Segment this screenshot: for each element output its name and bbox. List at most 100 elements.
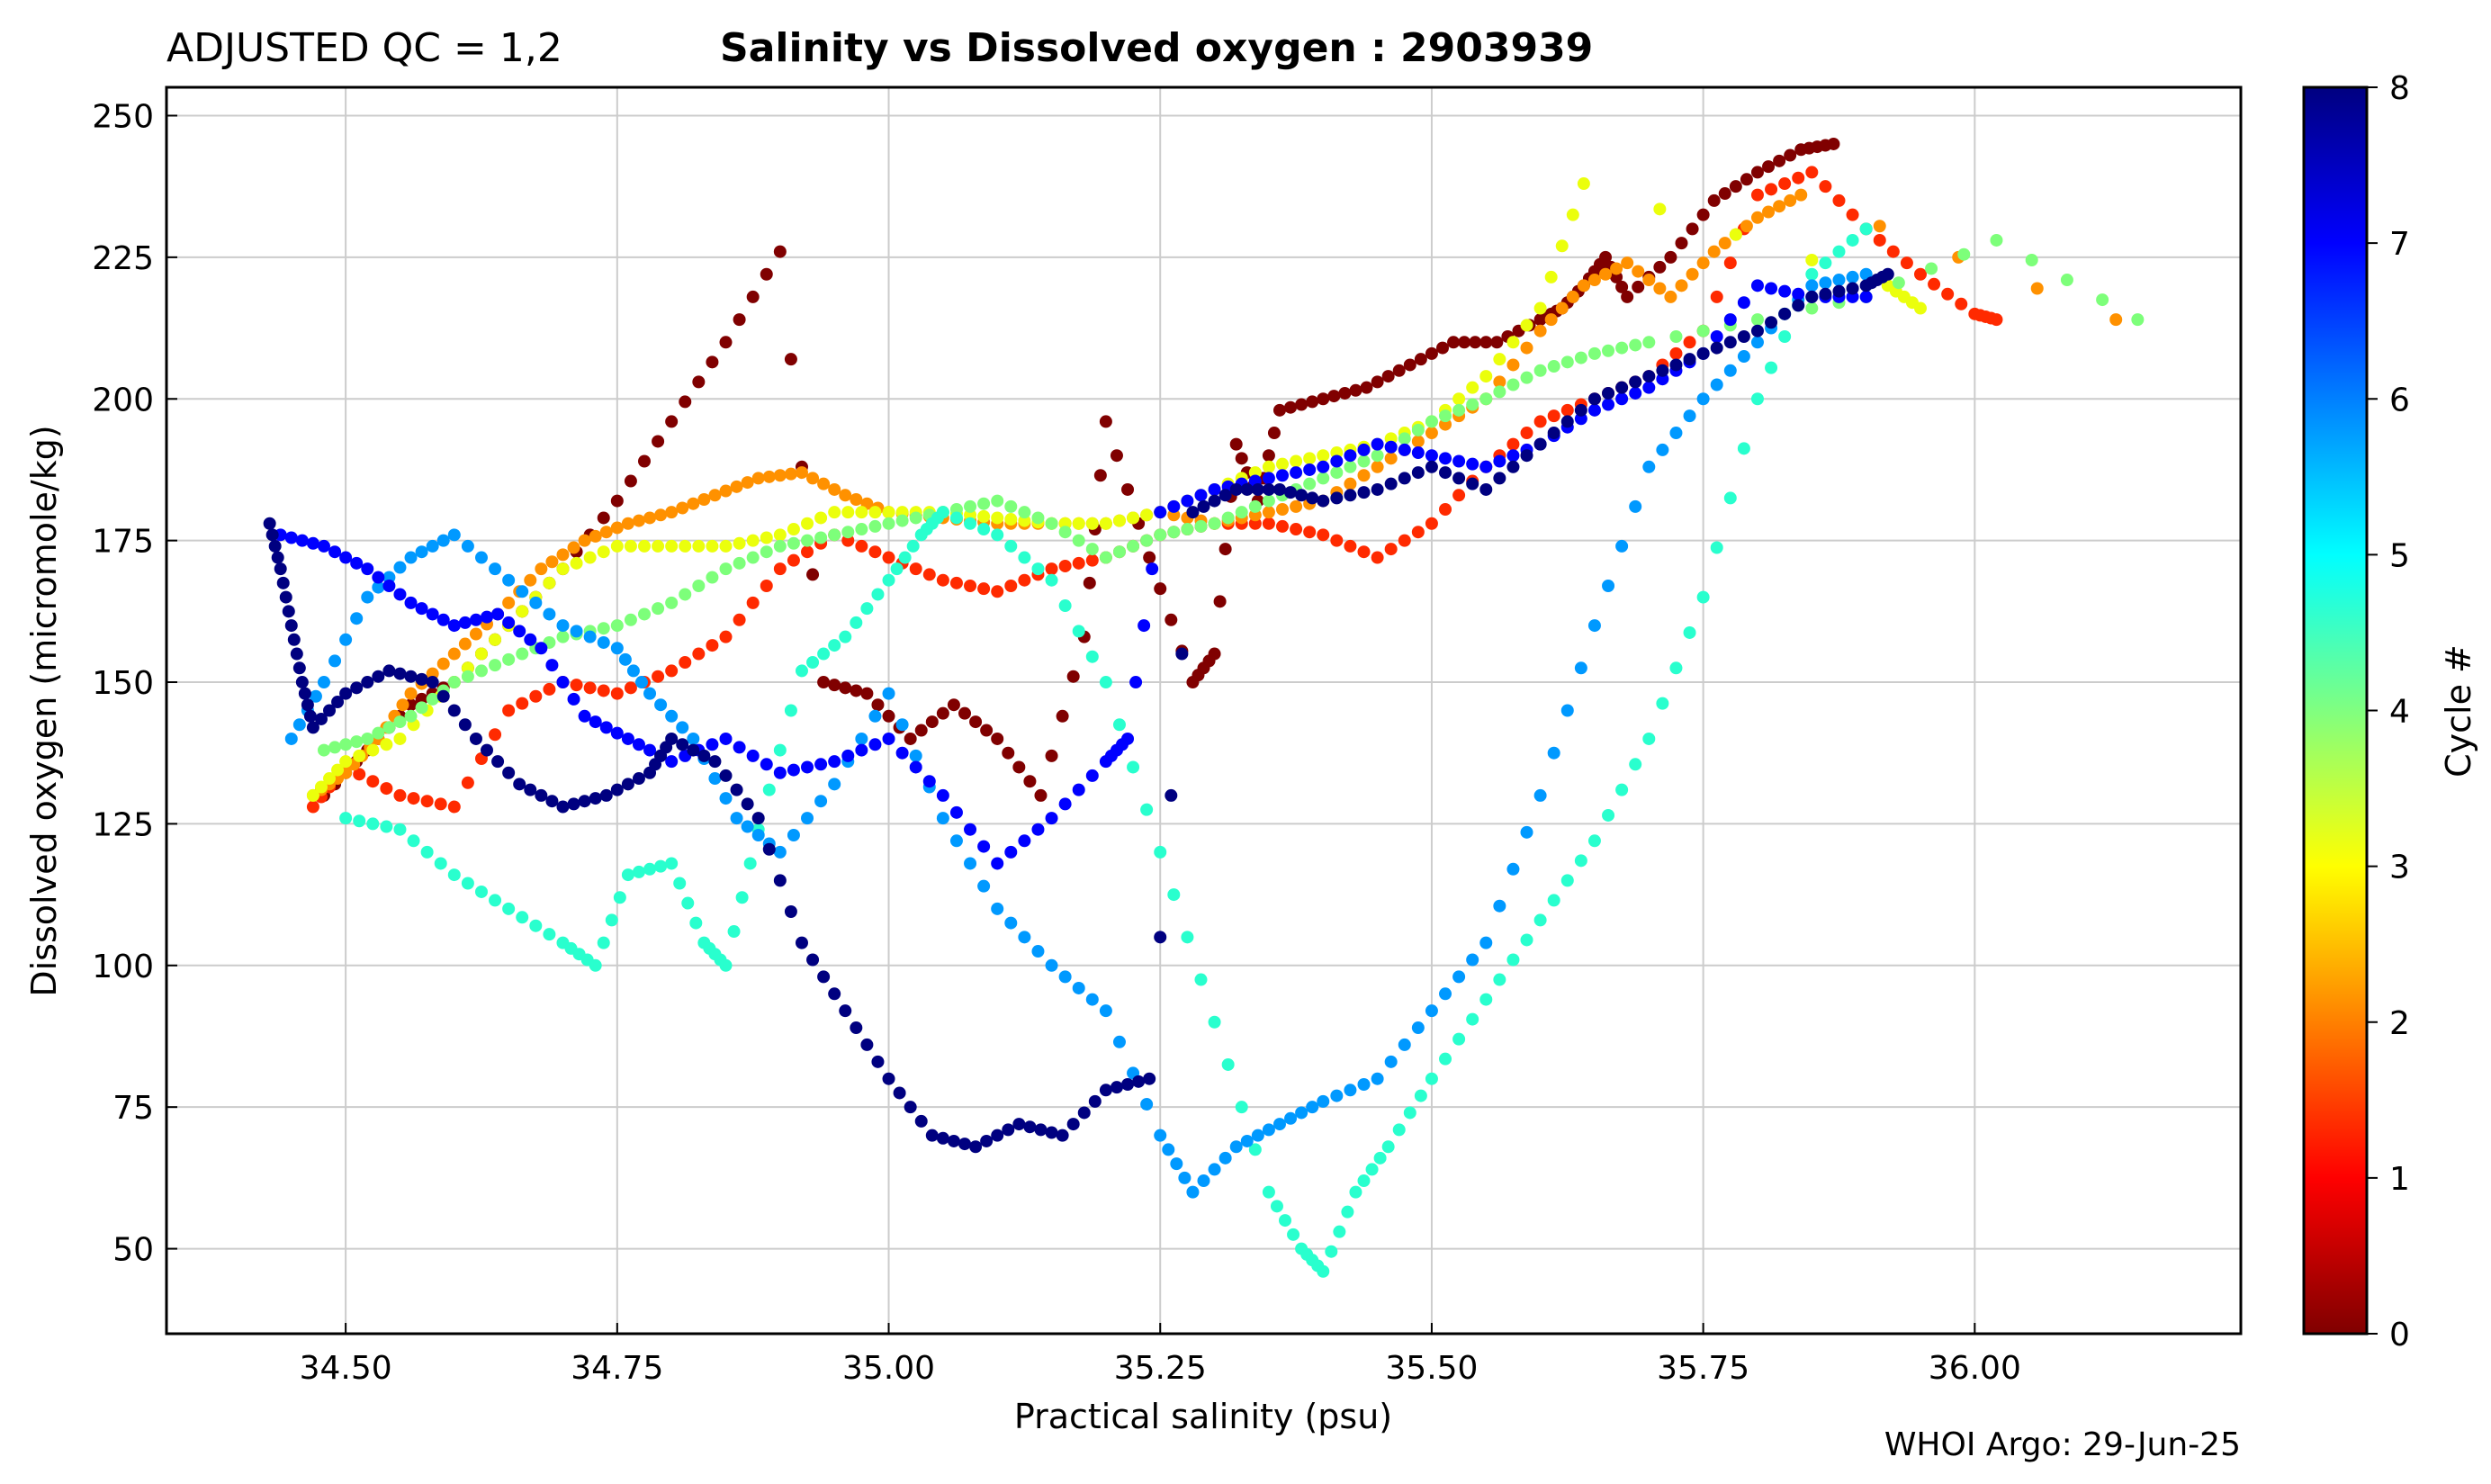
data-point <box>787 523 800 536</box>
data-point <box>871 698 885 712</box>
colorbar-tick-label: 1 <box>2389 1161 2410 1198</box>
data-point <box>760 267 773 281</box>
data-point <box>1493 472 1506 485</box>
data-point <box>306 536 319 550</box>
data-point <box>1669 346 1683 360</box>
data-point <box>1602 386 1615 400</box>
data-point <box>350 612 364 625</box>
data-point <box>372 580 385 594</box>
data-point <box>1213 595 1227 608</box>
data-point <box>1723 336 1737 349</box>
data-point <box>977 879 991 893</box>
data-point <box>469 732 482 745</box>
data-point <box>1710 541 1723 554</box>
data-point <box>977 509 991 523</box>
data-point <box>676 501 689 515</box>
data-point <box>708 755 722 769</box>
data-point <box>1425 415 1438 428</box>
data-point <box>1240 482 1254 496</box>
data-point <box>801 812 814 825</box>
data-point <box>1099 551 1112 564</box>
data-point <box>1208 1015 1221 1029</box>
data-point <box>361 676 374 689</box>
data-point <box>1566 290 1579 303</box>
data-point <box>1262 1185 1275 1199</box>
data-point <box>673 877 687 890</box>
data-point <box>1469 336 1482 349</box>
data-point <box>436 534 450 547</box>
data-point <box>489 659 502 672</box>
data-point <box>516 605 529 618</box>
data-point <box>1778 307 1792 320</box>
y-tick-label: 175 <box>92 524 154 561</box>
data-point <box>1031 945 1045 958</box>
data-point <box>350 681 364 695</box>
data-point <box>516 911 529 924</box>
data-point <box>2096 293 2109 307</box>
data-point <box>1696 590 1710 604</box>
colorbar-tick-label: 0 <box>2389 1317 2410 1354</box>
data-point <box>469 627 482 641</box>
data-point <box>1004 499 1018 513</box>
data-point <box>1085 993 1099 1006</box>
data-point <box>1696 208 1710 221</box>
data-point <box>415 602 428 616</box>
data-point <box>841 749 855 762</box>
data-point <box>380 738 393 751</box>
data-point <box>828 987 841 1001</box>
data-point <box>461 670 474 683</box>
data-point <box>461 877 474 890</box>
data-point <box>1765 183 1778 196</box>
data-point <box>404 709 418 723</box>
data-point <box>1208 482 1221 496</box>
data-point <box>947 1134 960 1147</box>
data-point <box>801 517 814 530</box>
data-point <box>404 687 418 700</box>
data-point <box>624 681 637 695</box>
data-point <box>1303 526 1317 539</box>
data-point <box>1284 1111 1298 1125</box>
data-point <box>1112 514 1126 527</box>
data-point <box>1846 282 1859 295</box>
data-point <box>1197 1174 1210 1188</box>
data-point <box>1341 1205 1354 1219</box>
data-point <box>692 647 706 661</box>
data-point <box>502 596 516 609</box>
data-point <box>817 647 831 661</box>
data-point <box>817 477 831 490</box>
data-point <box>882 506 895 519</box>
data-point <box>751 829 765 841</box>
data-point <box>719 958 733 972</box>
data-point <box>1317 472 1330 485</box>
data-point <box>841 506 855 519</box>
data-point <box>1085 517 1099 530</box>
scatter-points <box>263 137 2145 1278</box>
data-point <box>1031 562 1045 576</box>
data-point <box>1099 1004 1112 1018</box>
data-point <box>323 772 337 786</box>
data-point <box>1566 208 1579 221</box>
data-point <box>1018 551 1031 564</box>
data-point <box>1832 284 1846 298</box>
data-point <box>1560 704 1574 717</box>
data-point <box>301 698 314 712</box>
data-point <box>727 925 741 939</box>
data-point <box>1520 825 1533 839</box>
data-point <box>1599 267 1613 281</box>
data-point <box>936 506 949 519</box>
data-point <box>871 1055 885 1068</box>
data-point <box>415 545 428 559</box>
data-point <box>850 492 863 506</box>
data-point <box>1533 301 1547 315</box>
data-point <box>284 732 298 745</box>
data-point <box>637 539 651 553</box>
data-point <box>1493 899 1506 913</box>
data-point <box>958 1138 972 1151</box>
data-point <box>1330 454 1344 468</box>
data-point <box>474 551 488 564</box>
data-point <box>977 840 991 853</box>
data-point <box>314 712 328 725</box>
x-tick-label: 36.00 <box>1929 1350 2021 1387</box>
data-point <box>1275 469 1289 482</box>
data-point <box>1873 220 1886 233</box>
